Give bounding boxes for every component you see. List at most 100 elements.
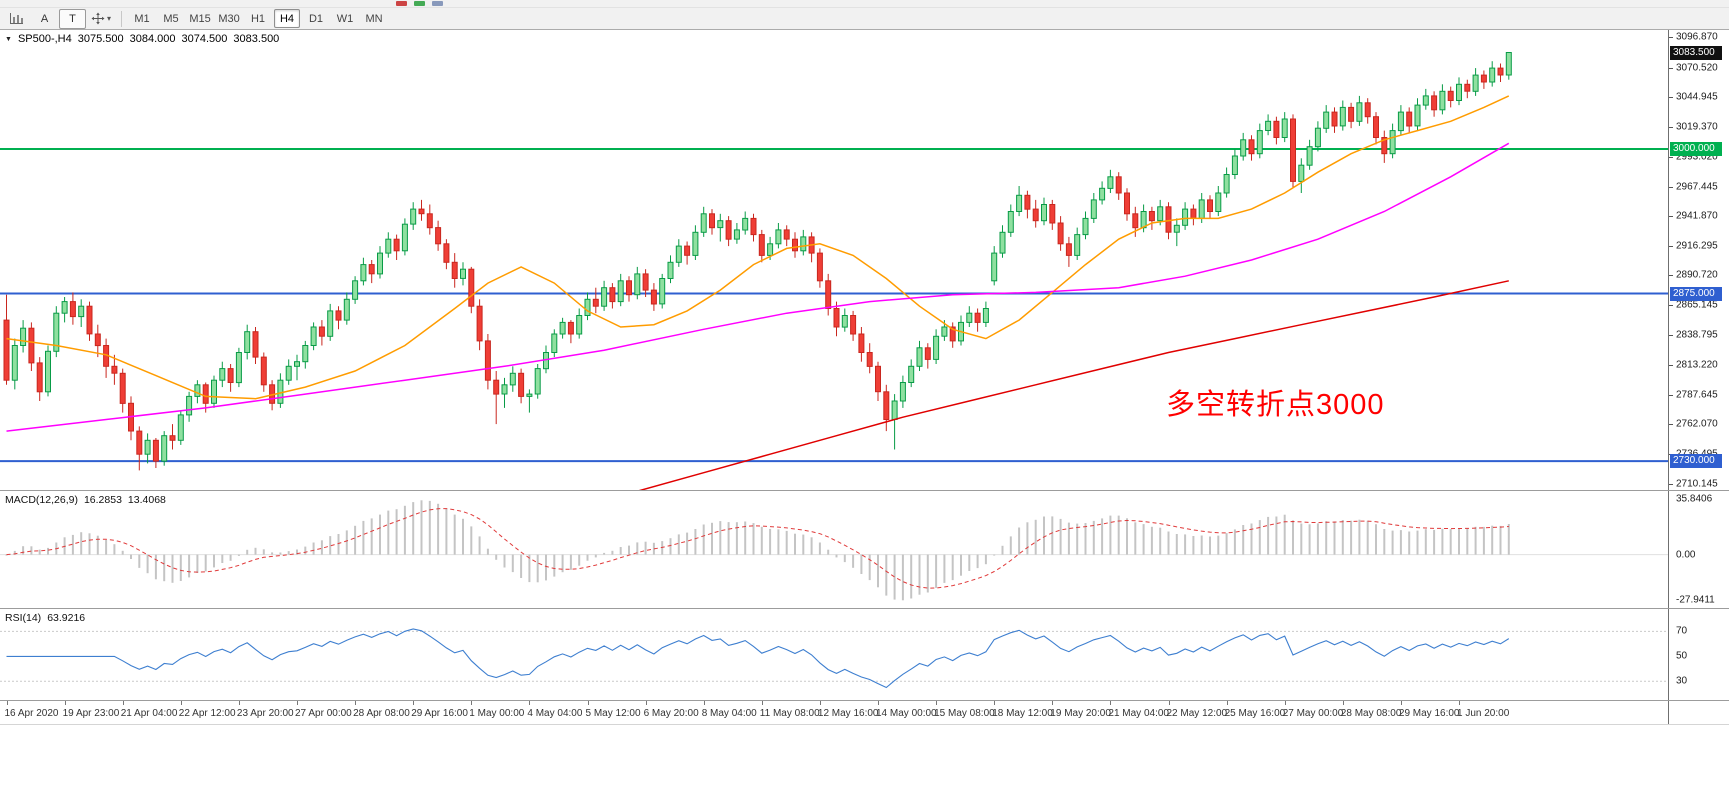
timeframe-m30-button[interactable]: M30 [218,12,240,25]
level-price-box: 2875.000 [1670,286,1722,301]
symbol-timeframe-label: SP500-,H4 [17,33,72,45]
time-axis-label: 21 May 04:00 [1108,708,1169,719]
price-tick-mark [1669,335,1673,337]
time-axis-label: 29 May 16:00 [1398,708,1460,719]
price-tick-label: 2813.220 [1676,359,1718,371]
price-tick-label: 2838.795 [1676,329,1718,341]
level-price-box: 3000.000 [1670,142,1722,156]
cursor-tool-button[interactable]: A [31,9,58,29]
price-tick-mark [1669,424,1673,425]
toolbar-separator [121,10,123,27]
horizontal-level-lines [0,148,1668,463]
text-tool-button[interactable]: T [59,8,86,29]
time-tick-mark [761,701,763,705]
low-value: 3074.500 [181,33,228,45]
time-axis-label: 6 May 20:00 [643,708,699,719]
macd-axis[interactable]: 35.8406 0.00 -27.9411 [1668,491,1729,608]
price-tick-label: 3070.520 [1676,62,1718,73]
rsi-value: 63.9216 [47,612,86,624]
time-tick-mark [238,701,240,705]
charts-icon[interactable] [3,9,30,29]
rsi-axis-label: 50 [1676,650,1688,662]
time-axis-label: 18 May 12:00 [992,708,1053,719]
macd-axis-label: 0.00 [1676,549,1696,561]
price-tick-mark [1669,364,1673,366]
collapse-triangle-icon[interactable]: ▼ [5,35,12,43]
time-labels: 16 Apr 2020 19 Apr 23:00 21 Apr 04:00 22 Ap… [0,701,1668,724]
time-axis-label: 27 Apr 00:00 [295,708,352,719]
crosshair-tool-button[interactable]: ▾ [87,9,115,29]
price-tick-mark [1669,126,1673,128]
time-axis-label: 11 May 08:00 [759,708,820,719]
time-axis-label: 1 May 00:00 [469,708,525,719]
timeframe-h1-button[interactable]: H1 [250,12,266,25]
time-tick-mark [819,701,821,705]
time-axis-label: 1 Jun 20:00 [1457,708,1510,719]
price-axis[interactable]: 3096.870 3070.520 3044.945 3019.370 2993.020… [1668,30,1729,490]
price-tick-label: 2993.020 [1676,151,1718,163]
price-tick-label: 3019.370 [1676,121,1718,133]
price-tick-label: 2916.295 [1676,240,1718,252]
time-axis-label: 15 May 08:00 [934,708,995,719]
time-tick-mark [471,701,473,705]
rsi-axis-label: 30 [1676,675,1688,687]
time-tick-mark [122,701,124,705]
time-tick-mark [355,701,357,705]
time-axis-label: 19 May 20:00 [1050,708,1111,719]
rsi-plot[interactable] [0,609,1668,700]
time-tick-mark [529,701,531,705]
partial-toolbar-icon [414,1,425,6]
level-price-box: 2730.000 [1670,454,1722,469]
time-tick-mark [1400,701,1402,705]
time-axis-label: 5 May 12:00 [585,708,641,719]
timeframe-m5-button[interactable]: M5 [163,12,179,25]
macd-plot[interactable] [0,491,1668,608]
macd-signal-value: 13.4068 [127,494,166,506]
open-value: 3075.500 [77,33,124,45]
price-tick-label: 2710.145 [1676,478,1718,490]
time-tick-mark [1110,701,1112,705]
timeframe-mn-button[interactable]: MN [365,12,383,25]
macd-pane[interactable]: MACD(12,26,9) 16.2853 13.4068 35.8406 0.0… [0,491,1729,609]
price-tick-label: 2941.870 [1676,210,1718,222]
time-tick-mark [1459,701,1460,705]
chart-title: ▼ SP500-,H4 3075.500 3084.000 3074.500 3… [5,33,279,45]
chart-annotation-text[interactable]: 多空转折点3000 [1166,389,1385,421]
time-axis-label: 19 Apr 23:00 [62,708,120,719]
price-tick-label: 2762.070 [1676,418,1718,430]
ma-mid-magenta [6,142,1510,432]
price-tick-label: 2736.495 [1676,448,1718,459]
macd-signal-line [6,508,1509,589]
price-tick-mark [1669,97,1673,99]
dropdown-caret-icon: ▾ [107,14,112,23]
ma-slow-red [638,280,1509,490]
time-tick-mark [1226,701,1228,705]
rsi-pane[interactable]: RSI(14) 63.9216 70 50 30 [0,609,1729,701]
mini-chart-icon [10,13,23,24]
time-axis-label: 27 May 00:00 [1282,708,1344,719]
timeframe-h4-button[interactable]: H4 [274,9,301,28]
timeframe-d1-button[interactable]: D1 [308,12,324,25]
price-tick-mark [1669,157,1673,159]
timeframe-m15-button[interactable]: M15 [189,12,211,25]
time-axis-label: 23 Apr 20:00 [236,708,294,719]
macd-axis-label: -27.9411 [1676,594,1715,606]
time-axis-label: 12 May 16:00 [817,708,879,719]
price-plot[interactable] [0,30,1668,490]
top-toolbar-partial [0,0,1729,8]
time-axis-pane[interactable]: 16 Apr 2020 19 Apr 23:00 21 Apr 04:00 22 Ap… [0,701,1729,725]
high-value: 3084.000 [129,33,176,45]
timeframe-m1-button[interactable]: M1 [134,12,150,25]
time-axis-label: 28 Apr 08:00 [353,708,410,719]
price-tick-mark [1669,275,1673,277]
macd-indicator-name: MACD(12,26,9) [5,494,78,506]
time-tick-mark [1342,701,1344,705]
timeframe-w1-button[interactable]: W1 [336,12,354,25]
rsi-title: RSI(14) 63.9216 [5,612,85,624]
price-pane[interactable]: ▼ SP500-,H4 3075.500 3084.000 3074.500 3… [0,30,1729,491]
current-price-box: 3083.500 [1670,45,1722,60]
time-tick-mark [1284,701,1286,705]
time-tick-mark [936,701,938,705]
price-tick-mark [1669,245,1673,247]
rsi-axis[interactable]: 70 50 30 [1668,609,1729,700]
